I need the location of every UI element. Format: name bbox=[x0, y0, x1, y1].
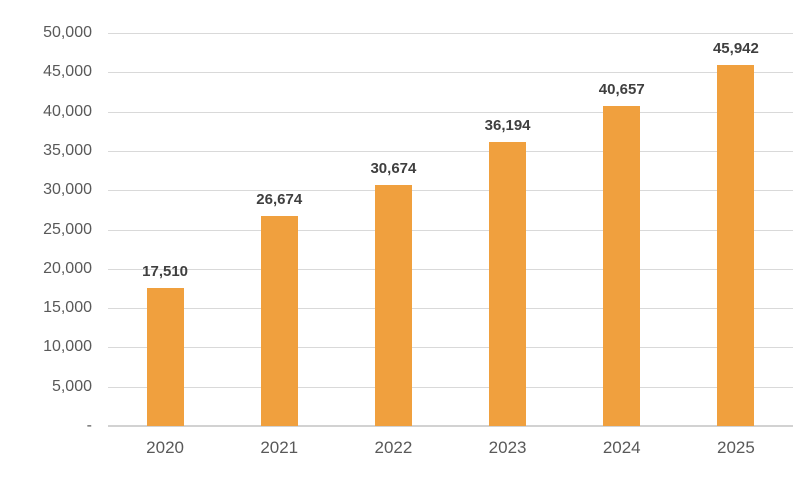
y-tick-label: 10,000 bbox=[43, 338, 92, 356]
gridline bbox=[108, 33, 793, 34]
y-tick-label: 5,000 bbox=[51, 377, 92, 395]
y-tick-label: 15,000 bbox=[43, 299, 92, 317]
y-tick-label: 45,000 bbox=[43, 63, 92, 81]
bar-2024 bbox=[603, 106, 641, 426]
plot-area: 17,510 26,674 30,674 36,194 40,657 45,942 bbox=[108, 33, 793, 427]
gridline bbox=[108, 308, 793, 310]
x-axis: 2020 2021 2022 2023 2024 2025 bbox=[108, 437, 793, 461]
y-tick-label: 50,000 bbox=[43, 24, 92, 41]
x-axis-line bbox=[108, 425, 793, 427]
x-tick-label-2022: 2022 bbox=[374, 438, 413, 457]
x-tick-label-2024: 2024 bbox=[602, 438, 641, 457]
y-tick-label: 20,000 bbox=[43, 259, 92, 277]
bar-2025 bbox=[717, 64, 755, 426]
x-tick-label-2021: 2021 bbox=[260, 438, 299, 457]
y-tick-label: 30,000 bbox=[43, 181, 92, 199]
gridline bbox=[108, 72, 793, 74]
bar-2020 bbox=[146, 288, 184, 426]
y-tick-label: 25,000 bbox=[43, 220, 92, 238]
y-tick-label: 40,000 bbox=[43, 102, 92, 120]
x-tick-label-2023: 2023 bbox=[488, 438, 527, 457]
gridline bbox=[108, 268, 793, 270]
gridline bbox=[108, 229, 793, 231]
gridline bbox=[108, 347, 793, 349]
y-tick-label: - bbox=[86, 417, 92, 434]
y-tick-label: 35,000 bbox=[43, 141, 92, 159]
bar-value-label-2024: 40,657 bbox=[598, 81, 645, 99]
bar-value-label-2025: 45,942 bbox=[712, 39, 759, 57]
bar-value-label-2020: 17,510 bbox=[142, 263, 189, 281]
y-axis: - 5,000 10,000 15,000 20,000 25,000 30,000 35,0… bbox=[0, 0, 92, 480]
bar-2021 bbox=[260, 216, 298, 426]
gridline bbox=[108, 190, 793, 192]
gridline bbox=[108, 111, 793, 113]
gridline bbox=[108, 150, 793, 152]
gridline bbox=[108, 386, 793, 388]
bar-2023 bbox=[489, 141, 527, 426]
bar-value-label-2023: 36,194 bbox=[484, 116, 531, 134]
x-tick-label-2020: 2020 bbox=[146, 438, 184, 457]
bar-value-label-2021: 26,674 bbox=[256, 191, 303, 209]
bar-value-label-2022: 30,674 bbox=[370, 159, 417, 177]
x-tick-label-2025: 2025 bbox=[716, 438, 755, 457]
bar-2022 bbox=[374, 184, 412, 426]
